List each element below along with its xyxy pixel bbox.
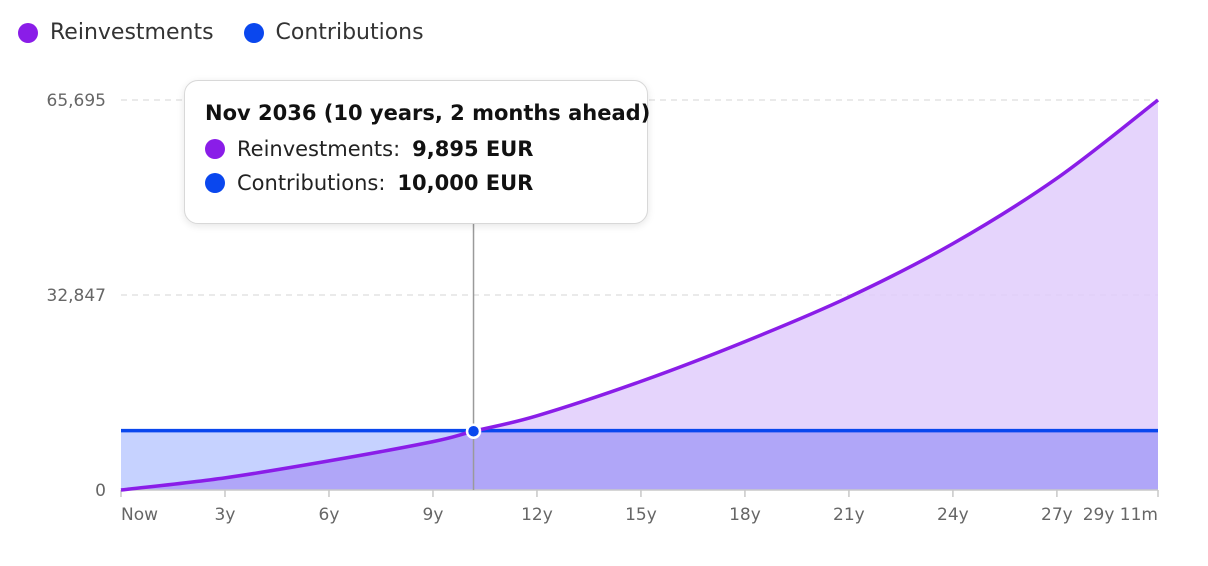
hover-marker [465,222,482,490]
x-tick-label: 15y [625,505,657,525]
tick-labels: 0 32,847 65,695 Now 3y 6y 9y 12y 15y 18y 21y 24y 27y… [47,91,1158,525]
legend-item-reinvestments[interactable]: Reinvestments [18,20,214,45]
y-tick-label: 65,695 [47,91,106,111]
x-tick-label: 29y 11m [1083,505,1158,525]
legend-item-contributions[interactable]: Contributions [243,20,424,45]
reinvestments-area [121,100,1158,490]
overlap-area [121,430,1158,490]
tooltip-label-contributions: Contributions: [237,171,386,195]
x-tick-label: 27y [1041,505,1073,525]
contributions-dot-icon [243,22,264,43]
x-tick-label: 6y [319,505,340,525]
tooltip-value-reinvestments: 9,895 EUR [412,137,534,161]
series-areas [121,100,1158,490]
hover-point [465,423,482,440]
tooltip-row-contributions: Contributions: 10,000 EUR [205,171,627,195]
x-tick-label: 12y [521,505,553,525]
tooltip-title: Nov 2036 (10 years, 2 months ahead) [205,101,651,125]
reinvestments-line [120,98,1160,492]
reinvestments-dot-icon [18,22,38,43]
y-tick-label: 32,847 [47,286,106,306]
legend-label-contributions: Contributions [275,20,424,45]
legend: Reinvestments Contributions [18,20,424,45]
reinvestments-dot-icon [205,139,225,159]
axes [120,489,1159,497]
x-tick-label: Now [121,505,158,525]
y-tick-label: 0 [95,481,106,501]
tooltip-label-reinvestments: Reinvestments: [237,137,401,161]
contributions-dot-icon [205,173,225,193]
x-tick-label: 24y [937,505,969,525]
x-tick-label: 3y [215,505,236,525]
tooltip-value-contributions: 10,000 EUR [397,171,534,195]
legend-label-reinvestments: Reinvestments [50,20,214,45]
x-tick-label: 21y [833,505,865,525]
tooltip-row-reinvestments: Reinvestments: 9,895 EUR [205,137,627,161]
x-tick-label: 18y [729,505,761,525]
x-tick-label: 9y [423,505,444,525]
series-lines [120,98,1160,492]
tooltip: Nov 2036 (10 years, 2 months ahead) Rein… [184,80,651,224]
